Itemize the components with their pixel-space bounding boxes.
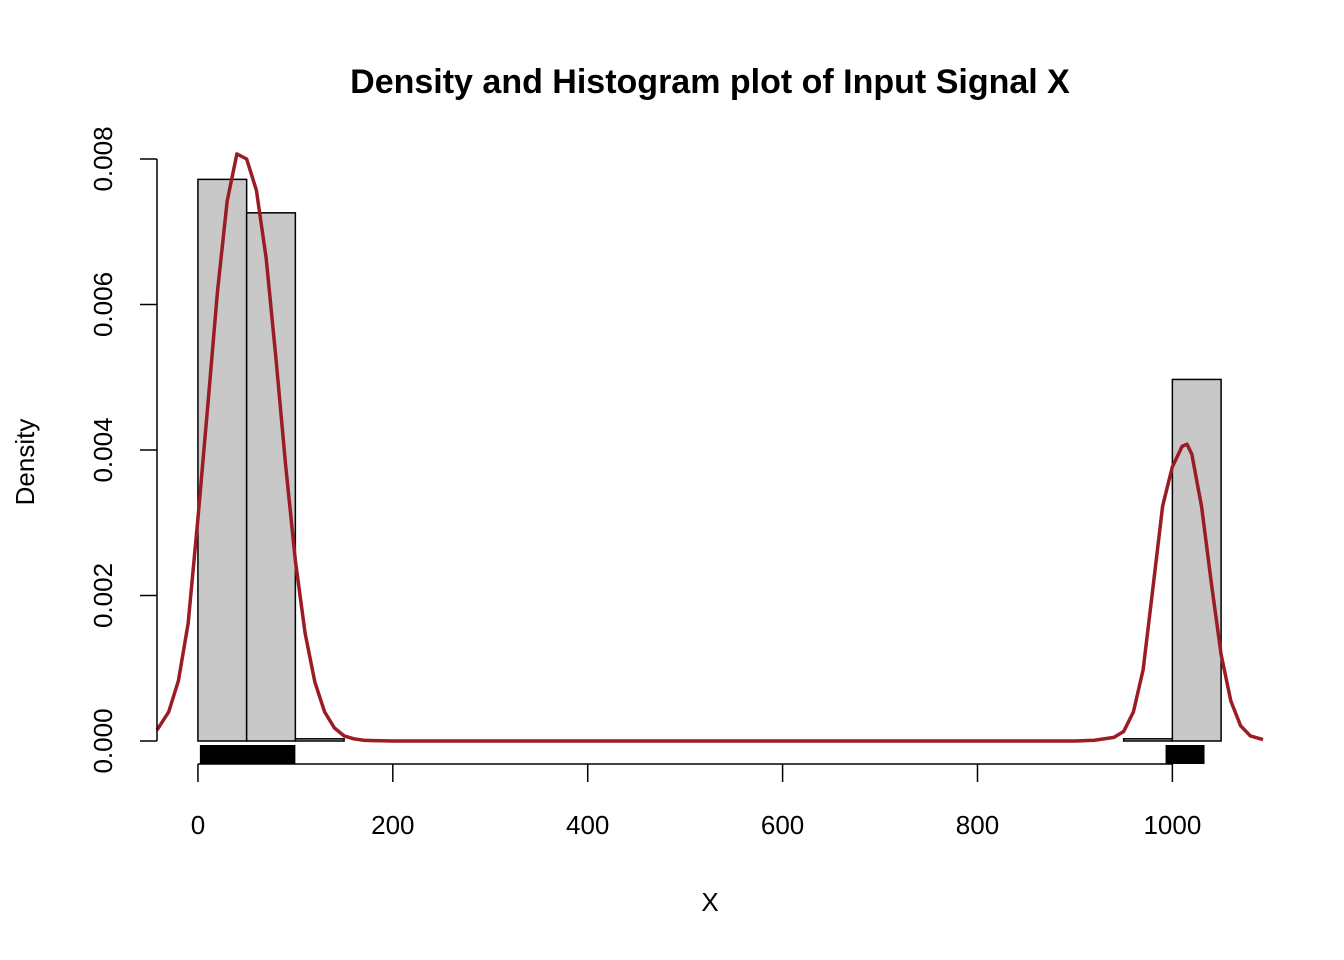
density-curve <box>155 152 1264 743</box>
y-tick-label-2: 0.004 <box>88 417 118 482</box>
y-tick-label-0: 0.000 <box>88 708 118 773</box>
x-axis-ticks: 0 200 400 600 800 1000 <box>191 764 1201 840</box>
x-tick-label-4: 800 <box>956 810 999 840</box>
y-axis-ticks: 0.000 0.002 0.004 0.006 0.008 <box>88 126 157 774</box>
histogram-bar-3 <box>1122 738 1174 742</box>
rug-mark-0 <box>199 745 296 764</box>
x-tick-label-5: 1000 <box>1143 810 1201 840</box>
histogram-bar-0 <box>197 178 248 742</box>
x-tick-label-3: 600 <box>761 810 804 840</box>
y-tick-label-4: 0.008 <box>88 126 118 191</box>
histogram-bars <box>197 178 1222 742</box>
x-tick-label-0: 0 <box>191 810 205 840</box>
rug-marks <box>199 745 1205 764</box>
y-tick-label-3: 0.006 <box>88 272 118 337</box>
x-tick-label-1: 200 <box>371 810 414 840</box>
y-axis-label: Density <box>10 419 40 506</box>
y-tick-label-1: 0.002 <box>88 563 118 628</box>
rug-mark-1 <box>1165 745 1205 764</box>
x-tick-label-2: 400 <box>566 810 609 840</box>
histogram-bar-4 <box>1171 378 1222 742</box>
chart-title: Density and Histogram plot of Input Sign… <box>350 63 1070 101</box>
histogram-bar-2 <box>294 738 345 742</box>
x-axis-label: X <box>701 887 718 917</box>
